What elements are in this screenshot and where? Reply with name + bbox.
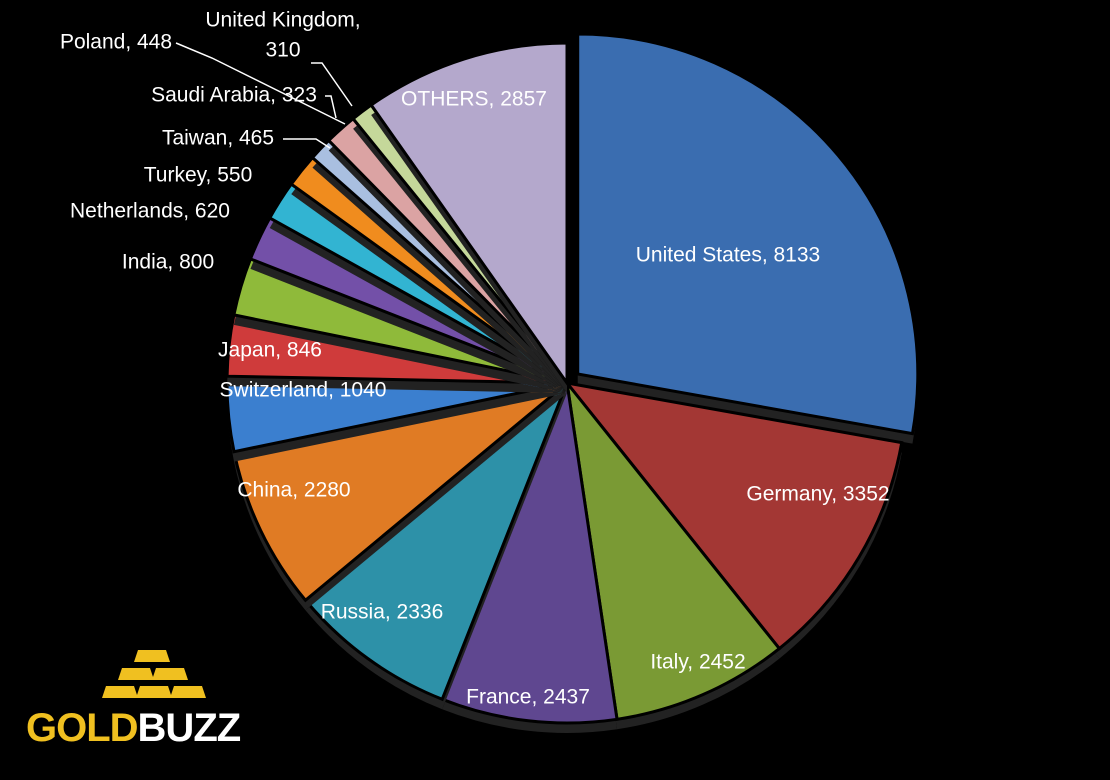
slice-label-china: China, 2280 (237, 479, 350, 502)
slice-label-switzerland: Switzerland, 1040 (220, 379, 387, 402)
slice-label-saudi-arabia: Saudi Arabia, 323 (151, 84, 317, 107)
pie-slice-italy (564, 377, 782, 722)
logo-gold-text: GOLD (26, 706, 139, 750)
slice-label-germany: Germany, 3352 (746, 483, 889, 506)
slice-label-russia: Russia, 2336 (321, 601, 444, 624)
leader-line (175, 42, 346, 125)
slice-label-poland: Poland, 448 (60, 31, 172, 54)
slice-label-turkey: Turkey, 550 (144, 164, 253, 187)
pie-slice-france (440, 377, 619, 725)
slice-label-france: France, 2437 (466, 686, 590, 709)
leader-lines (175, 42, 353, 149)
slice-label-taiwan: Taiwan, 465 (162, 127, 274, 150)
slice-label-netherlands: Netherlands, 620 (70, 200, 230, 223)
logo-wordmark: GOLDBUZZ (26, 706, 242, 750)
pie-slices (225, 32, 920, 733)
slice-label-others: OTHERS, 2857 (401, 88, 547, 111)
pie-slice-russia (303, 381, 569, 702)
logo-buzz-text: BUZZ (137, 706, 242, 750)
pie-slice-united-states (576, 32, 920, 436)
slice-label-japan: Japan, 846 (218, 339, 322, 362)
leader-line (311, 62, 353, 107)
slice-label-india: India, 800 (122, 251, 214, 274)
slice-label-united-kingdom: 310 (265, 39, 300, 62)
pie-slice-germany (563, 380, 904, 651)
slice-label-italy: Italy, 2452 (650, 651, 745, 674)
pie-slice-others (369, 41, 569, 388)
goldbuzz-logo: GOLDBUZZ (22, 646, 282, 756)
leader-line (325, 95, 337, 119)
leader-line (283, 138, 331, 149)
slice-labels: United States, 8133 Germany, 3352 Italy, 2… (60, 9, 890, 709)
slice-label-united-kingdom: United Kingdom, (205, 9, 360, 32)
slice-label-united-states: United States, 8133 (636, 244, 820, 267)
gold-bars-icon (102, 650, 206, 698)
